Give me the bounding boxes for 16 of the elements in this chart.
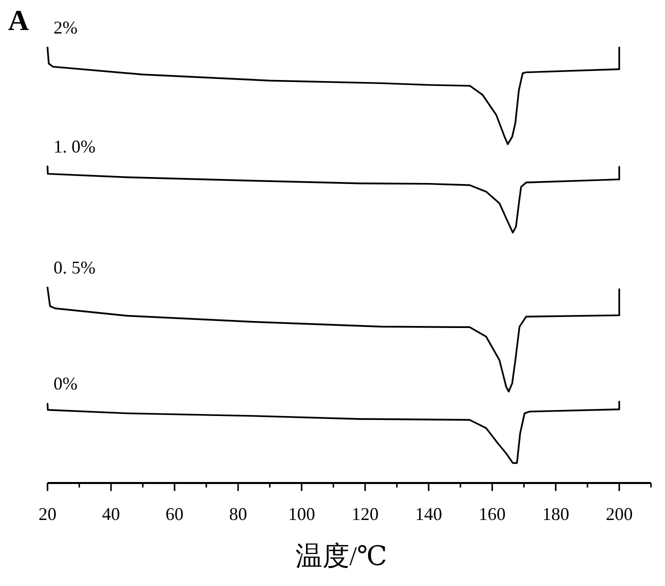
series-label: 0%	[54, 374, 78, 394]
x-tick-label: 200	[606, 504, 633, 524]
text: A	[8, 5, 29, 37]
x-tick-label: 120	[352, 504, 379, 524]
x-tick-label: 140	[415, 504, 442, 524]
x-axis-title: 温度/℃	[295, 541, 388, 571]
x-tick-label: 80	[229, 504, 248, 524]
x-tick-label: 160	[478, 504, 506, 524]
series-label: 0. 5%	[54, 257, 96, 278]
x-tick-label: 60	[166, 504, 184, 524]
x-tick-label: 20	[38, 504, 56, 524]
series-label: 1. 0%	[54, 136, 96, 156]
series-label: 2%	[54, 18, 78, 38]
x-tick-label: 40	[102, 504, 120, 524]
x-tick-label: 100	[288, 504, 316, 524]
x-tick-label: 180	[542, 504, 570, 524]
